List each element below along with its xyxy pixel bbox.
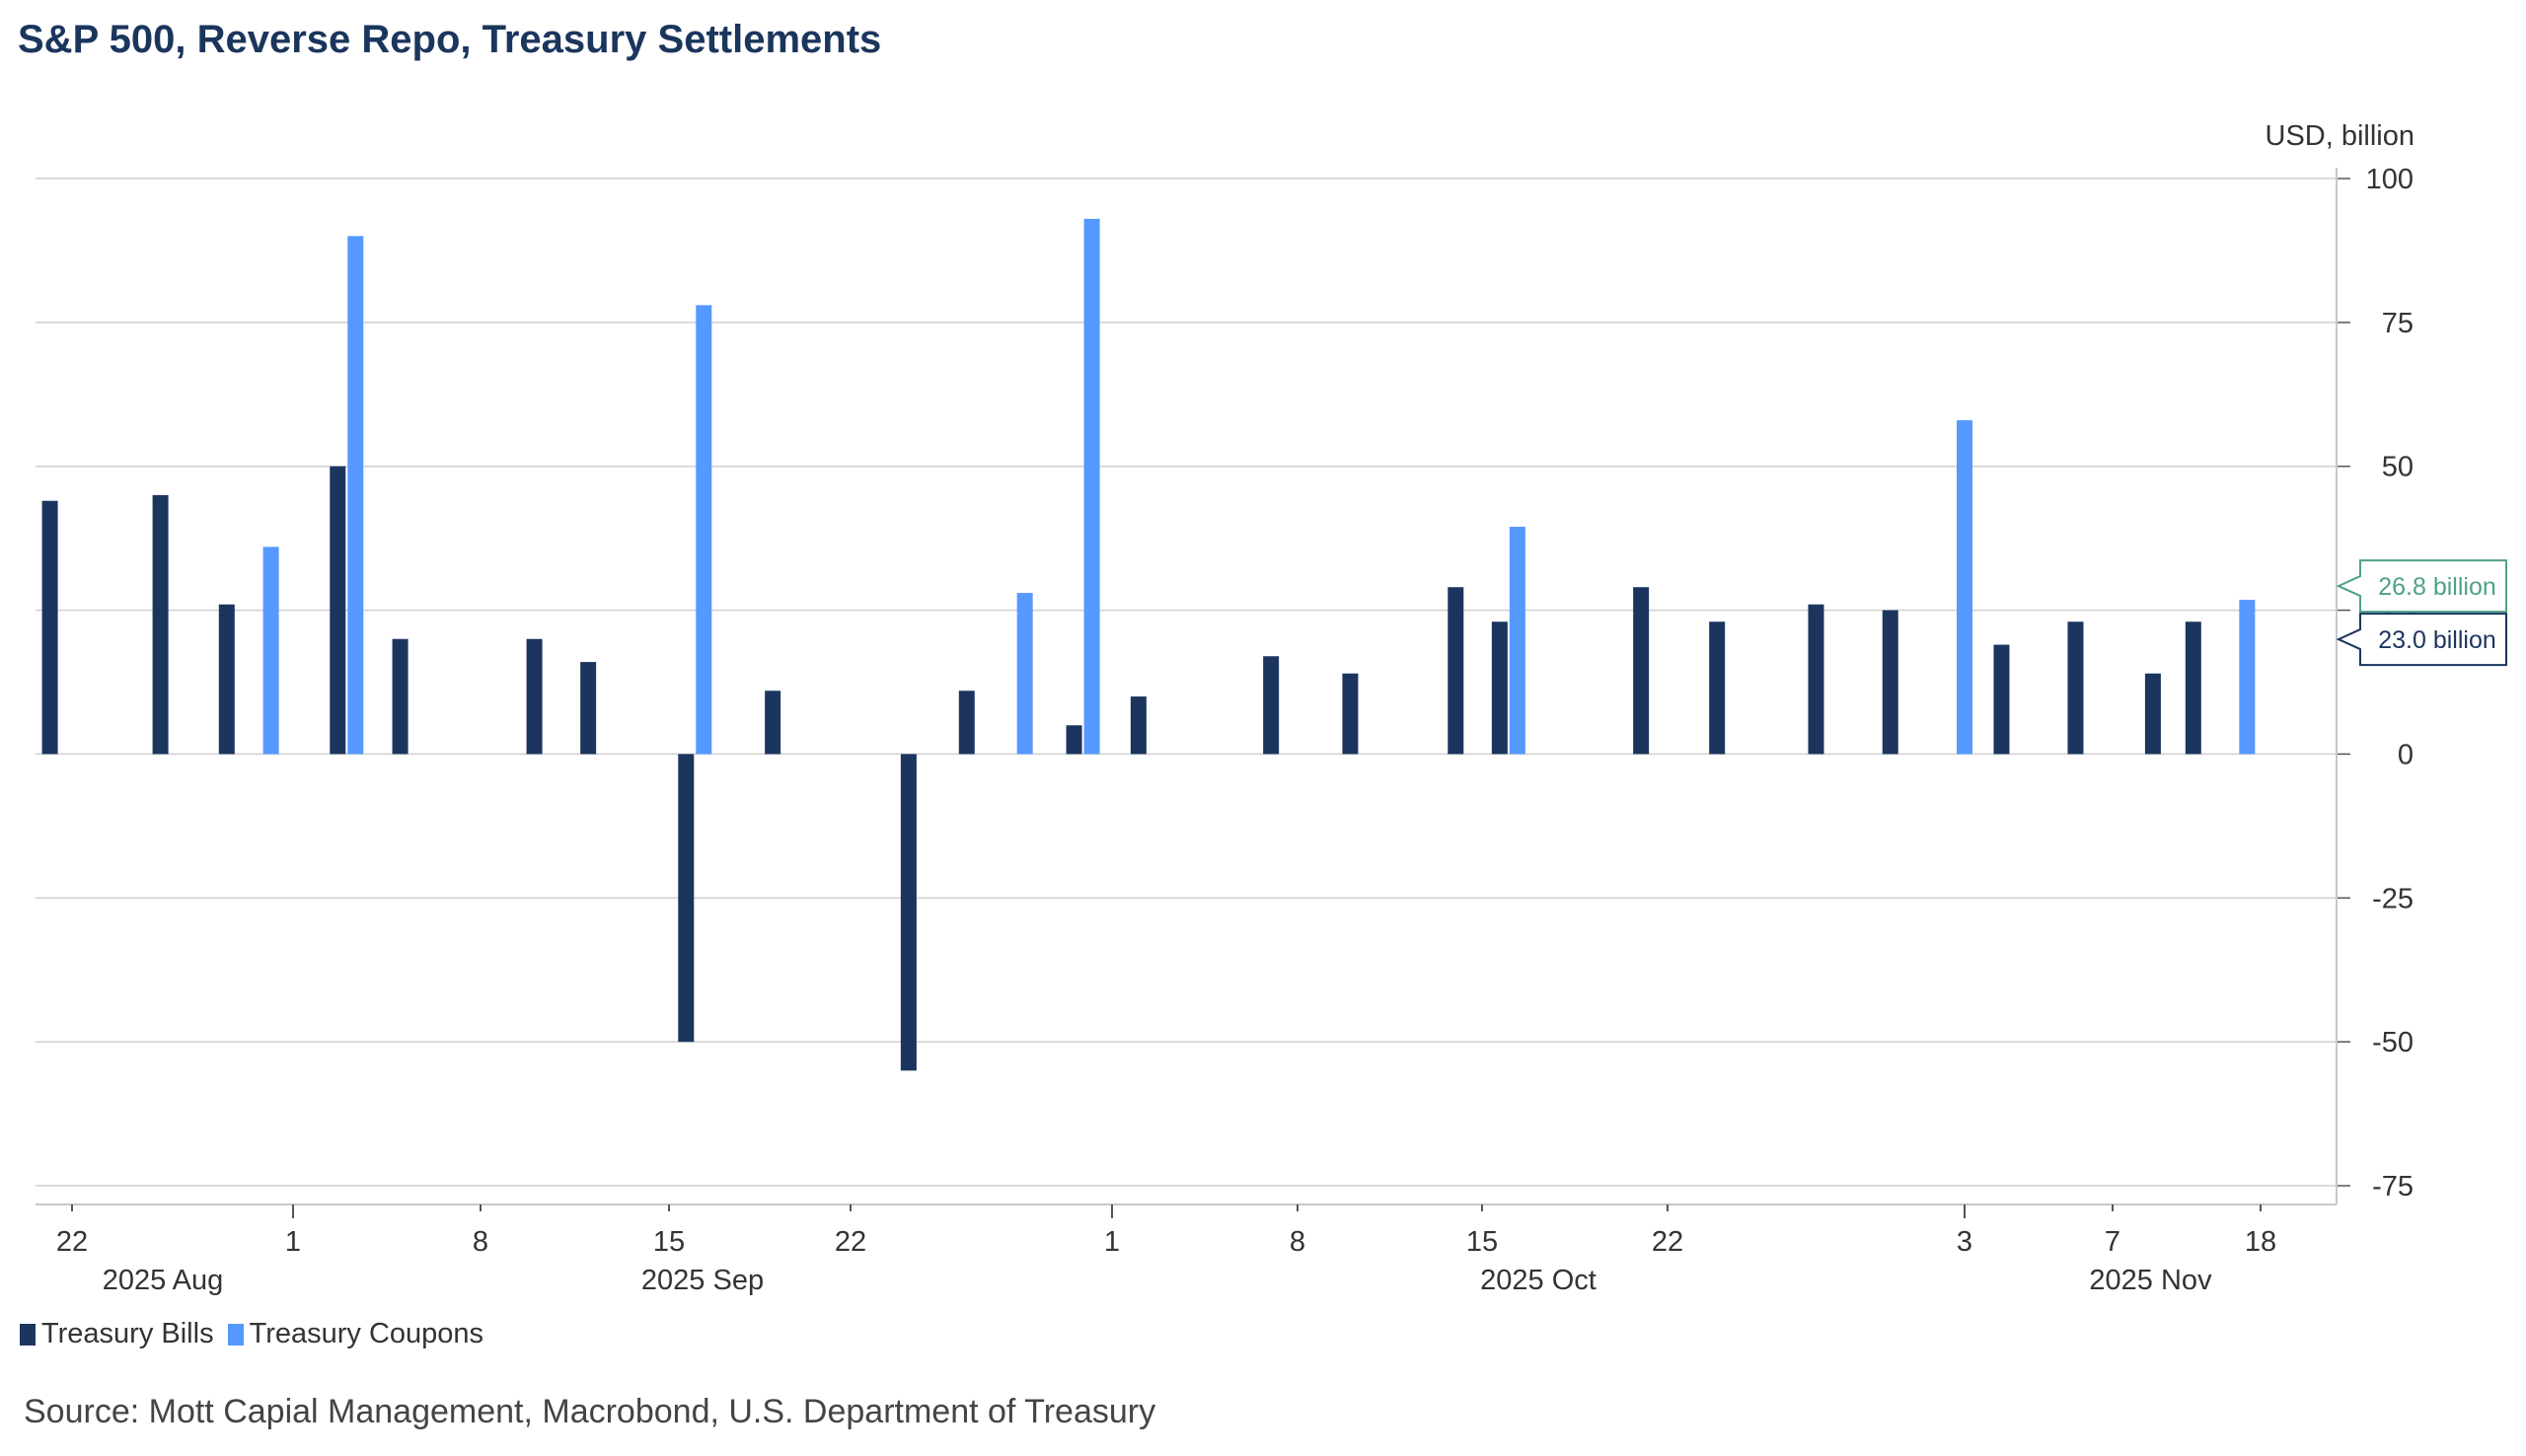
bar-treasury-bills <box>1808 604 1824 755</box>
bar-treasury-bills <box>1342 673 1359 755</box>
value-callout-box <box>2336 559 2507 614</box>
y-tick-label: -25 <box>2372 883 2414 914</box>
legend-item-bills: Treasury Bills <box>20 1318 214 1350</box>
bar-treasury-bills <box>678 754 695 1043</box>
bar-treasury-bills <box>1633 587 1650 755</box>
value-callout-label: 23.0 billion <box>2378 626 2496 654</box>
x-tick-label: 22 <box>56 1226 88 1258</box>
bar-treasury-bills <box>41 500 58 755</box>
y-axis-unit-label: USD, billion <box>2265 120 2415 152</box>
bar-treasury-bills <box>1709 621 1726 755</box>
x-tick-label: 15 <box>653 1226 685 1258</box>
x-month-label: 2025 Oct <box>1480 1265 1597 1296</box>
bar-treasury-bills <box>526 638 543 755</box>
x-month-label: 2025 Sep <box>641 1265 764 1296</box>
bar-treasury-bills <box>392 638 409 755</box>
y-tick-label: -50 <box>2372 1027 2414 1058</box>
legend-item-coupons: Treasury Coupons <box>227 1318 484 1350</box>
x-tick-label: 7 <box>2105 1226 2120 1258</box>
bar-treasury-bills <box>765 691 781 755</box>
bar-treasury-coupons <box>2239 600 2256 755</box>
bar-treasury-bills <box>330 466 346 755</box>
bar-treasury-bills <box>152 494 169 755</box>
legend-label: Treasury Coupons <box>249 1318 484 1349</box>
bar-treasury-bills <box>2067 621 2084 755</box>
bar-treasury-coupons <box>1957 420 1972 755</box>
bar-treasury-bills <box>2185 621 2201 755</box>
bar-treasury-bills <box>218 604 235 755</box>
legend-label: Treasury Bills <box>41 1318 214 1349</box>
legend-swatch-coupons <box>227 1323 244 1346</box>
bar-treasury-bills <box>1448 587 1464 755</box>
x-tick-label: 1 <box>1104 1226 1120 1258</box>
x-tick-label: 1 <box>285 1226 301 1258</box>
y-tick-label: 0 <box>2398 739 2414 770</box>
legend: Treasury Bills Treasury Coupons <box>20 1318 483 1350</box>
bar-treasury-bills <box>1263 656 1280 755</box>
x-tick-label: 3 <box>1957 1226 1972 1258</box>
y-tick-label: 100 <box>2366 164 2414 195</box>
x-tick-label: 15 <box>1466 1226 1498 1258</box>
x-tick-label: 18 <box>2245 1226 2276 1258</box>
bar-treasury-coupons <box>1083 218 1100 755</box>
y-tick-label: 50 <box>2382 452 2414 483</box>
bar-treasury-bills <box>1066 725 1082 755</box>
bar-treasury-coupons <box>1016 593 1033 755</box>
bar-treasury-coupons <box>262 546 279 755</box>
bar-treasury-coupons <box>1509 526 1525 755</box>
x-month-label: 2025 Aug <box>103 1265 224 1296</box>
value-callout-box <box>2336 613 2507 667</box>
x-tick-label: 22 <box>835 1226 866 1258</box>
bar-treasury-bills <box>1882 610 1898 755</box>
bar-treasury-coupons <box>347 236 364 755</box>
x-tick-label: 8 <box>1290 1226 1305 1258</box>
bar-treasury-bills <box>958 691 975 755</box>
y-tick-label: 75 <box>2382 308 2414 339</box>
legend-swatch-bills <box>20 1323 36 1346</box>
bar-treasury-bills <box>1491 621 1508 755</box>
x-tick-label: 22 <box>1652 1226 1683 1258</box>
value-callout-label: 26.8 billion <box>2378 573 2496 601</box>
source-note: Source: Mott Capial Management, Macrobon… <box>24 1393 1156 1430</box>
bar-treasury-coupons <box>696 305 712 755</box>
y-tick-label: -75 <box>2372 1171 2414 1202</box>
bar-treasury-bills <box>900 754 917 1071</box>
bar-treasury-bills <box>2144 673 2161 755</box>
bar-treasury-bills <box>580 662 597 755</box>
x-month-label: 2025 Nov <box>2089 1265 2212 1296</box>
chart-title: S&P 500, Reverse Repo, Treasury Settleme… <box>18 18 882 61</box>
bar-treasury-bills <box>1993 644 2010 755</box>
bar-treasury-bills <box>1130 696 1147 755</box>
x-tick-label: 8 <box>473 1226 488 1258</box>
